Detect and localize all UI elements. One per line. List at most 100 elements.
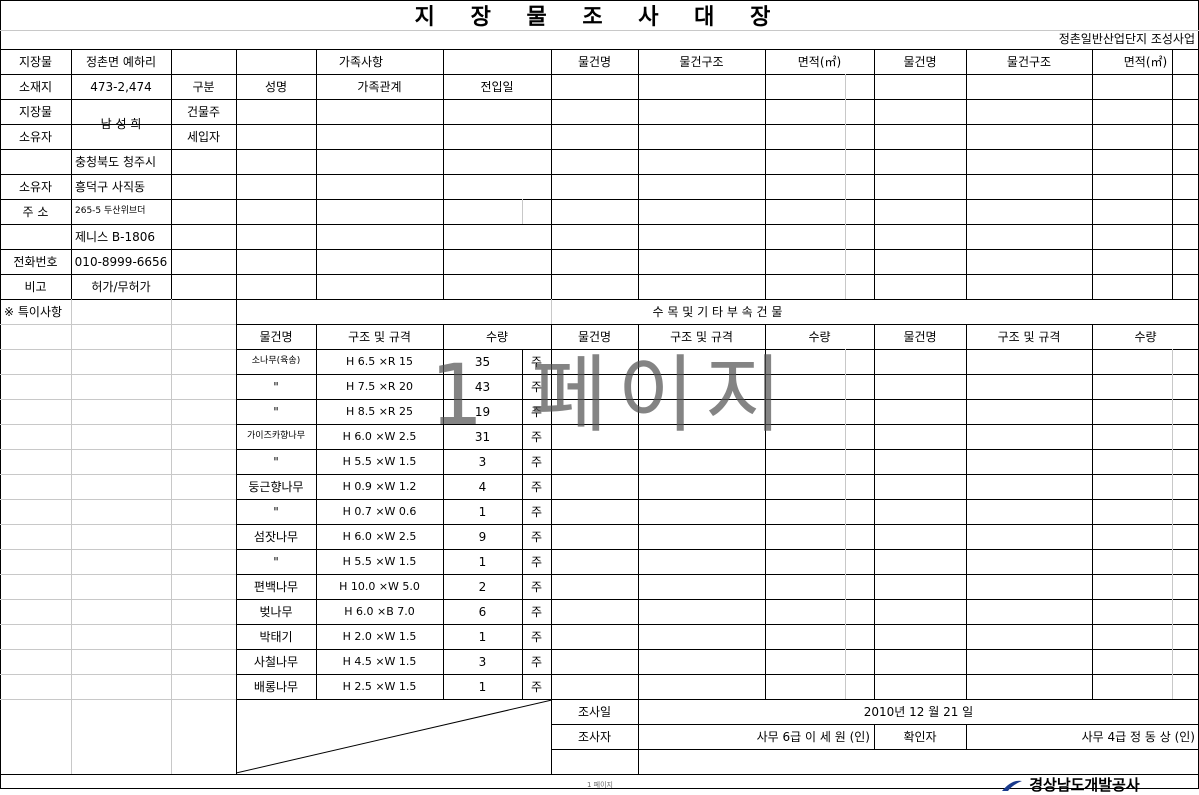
grid-line bbox=[236, 424, 1199, 425]
surveyor-value: 사무 6급 이 세 원 (인) bbox=[756, 729, 870, 744]
family-col-name: 성명 bbox=[264, 79, 288, 94]
grid-line bbox=[236, 299, 237, 774]
building-header: 물건명 bbox=[903, 54, 937, 69]
tree-spec: H 2.0 ×W 1.5 bbox=[342, 630, 417, 643]
grid-line bbox=[443, 49, 444, 299]
grid-line bbox=[0, 249, 1199, 250]
tree-spec: H 6.0 ×B 7.0 bbox=[344, 605, 415, 618]
tree-qty: 19 bbox=[474, 404, 491, 419]
grid-line bbox=[845, 349, 846, 699]
tree-name: 벚나무 bbox=[259, 604, 293, 619]
grid-line bbox=[522, 349, 523, 699]
address-line: 충청북도 청주시 bbox=[75, 154, 157, 169]
tree-qty: 1 bbox=[478, 629, 487, 644]
district-value: 정촌면 예하리 bbox=[85, 54, 157, 69]
address-line: 제니스 B-1806 bbox=[75, 229, 156, 244]
checker-label: 확인자 bbox=[903, 729, 937, 744]
trees-header: 수 목 및 기 타 부 속 건 물 bbox=[652, 304, 783, 319]
grid-line bbox=[316, 324, 317, 699]
grid-line bbox=[0, 199, 1199, 200]
tree-unit: 주 bbox=[530, 579, 543, 594]
grid-line bbox=[236, 699, 1199, 700]
grid-line bbox=[551, 724, 1199, 725]
grid-line bbox=[171, 299, 172, 774]
building-header: 물건구조 bbox=[1006, 54, 1052, 69]
owner-name: 남 성 희 bbox=[100, 117, 142, 131]
grid-line bbox=[0, 324, 236, 325]
building-header: 면적(㎡) bbox=[797, 54, 842, 69]
tree-spec: H 0.9 ×W 1.2 bbox=[342, 480, 417, 493]
grid-line bbox=[966, 324, 967, 699]
footer-page-note: 1 페이지 bbox=[587, 781, 613, 789]
tree-unit: 주 bbox=[530, 354, 543, 369]
grid-line bbox=[966, 724, 967, 749]
grid-line bbox=[171, 49, 172, 299]
address-line: 265-5 두산위브더 bbox=[75, 206, 146, 216]
address-line: 흥덕구 사직동 bbox=[75, 179, 146, 194]
tree-unit: 주 bbox=[530, 629, 543, 644]
building-header: 물건구조 bbox=[679, 54, 724, 69]
grid-line bbox=[236, 599, 1199, 600]
grid-line bbox=[0, 674, 236, 675]
trees-column-header: 수량 bbox=[485, 329, 509, 344]
grid-line bbox=[0, 399, 236, 400]
grid-line bbox=[0, 174, 1199, 175]
tree-unit: 주 bbox=[530, 429, 543, 444]
tree-spec: H 8.5 ×R 25 bbox=[345, 405, 414, 418]
grid-line bbox=[845, 74, 846, 299]
tree-spec: H 10.0 ×W 5.0 bbox=[339, 580, 420, 593]
grid-line bbox=[522, 199, 523, 224]
grid-line bbox=[443, 324, 444, 699]
grid-line bbox=[236, 474, 1199, 475]
tree-name: 사철나무 bbox=[253, 654, 299, 669]
grid-line bbox=[551, 324, 552, 699]
grid-line bbox=[874, 324, 875, 699]
survey-date-label: 조사일 bbox=[577, 704, 612, 719]
location-label: 소재지 bbox=[18, 79, 53, 94]
tree-name: " bbox=[273, 404, 279, 419]
trees-column-header: 구조 및 규격 bbox=[348, 329, 411, 344]
tree-qty: 6 bbox=[478, 604, 487, 619]
grid-line bbox=[0, 99, 1199, 100]
tree-qty: 1 bbox=[478, 679, 487, 694]
tree-qty: 3 bbox=[478, 454, 487, 469]
grid-line bbox=[0, 599, 236, 600]
grid-line bbox=[316, 49, 317, 299]
building-header: 면적(㎡) bbox=[1123, 54, 1168, 69]
trees-column-header: 구조 및 규격 bbox=[670, 329, 733, 344]
grid-line bbox=[551, 299, 552, 324]
survey-date-value: 2010년 12 월 21 일 bbox=[863, 704, 974, 719]
grid-line bbox=[0, 374, 236, 375]
page-title: 지 장 물 조 사 대 장 bbox=[414, 5, 785, 30]
tree-qty: 2 bbox=[478, 579, 487, 594]
grid-line bbox=[1092, 49, 1093, 299]
family-row-owner: 건물주 bbox=[186, 104, 221, 119]
tree-name: 둥근향나무 bbox=[248, 479, 304, 494]
grid-line bbox=[236, 49, 237, 299]
remark-label: 비고 bbox=[24, 279, 47, 294]
blank-cell-diagonal bbox=[236, 699, 552, 774]
grid-line bbox=[1172, 74, 1173, 299]
family-header: 가족사항 bbox=[338, 54, 384, 69]
tree-name: 박태기 bbox=[259, 629, 293, 644]
tree-unit: 주 bbox=[530, 679, 543, 694]
family-col-date: 전입일 bbox=[480, 79, 514, 94]
grid-line bbox=[236, 674, 1199, 675]
grid-line bbox=[0, 574, 236, 575]
tree-unit: 주 bbox=[530, 379, 543, 394]
grid-line bbox=[0, 0, 1, 789]
tree-name: " bbox=[273, 554, 279, 569]
tree-name: 편백나무 bbox=[253, 579, 299, 594]
trees-column-header: 물건명 bbox=[259, 329, 293, 344]
tree-spec: H 0.7 ×W 0.6 bbox=[342, 505, 417, 518]
tree-unit: 주 bbox=[530, 504, 543, 519]
tree-qty: 31 bbox=[474, 429, 491, 444]
district-label: 지장물 bbox=[18, 54, 53, 69]
family-col-relation: 가족관계 bbox=[357, 79, 402, 94]
company-name: 경상남도개발공사 bbox=[1029, 776, 1140, 794]
grid-line bbox=[236, 374, 1199, 375]
tree-name: 가이즈카향나무 bbox=[247, 431, 305, 441]
tree-unit: 주 bbox=[530, 479, 543, 494]
tree-name: 섬잣나무 bbox=[253, 529, 299, 544]
